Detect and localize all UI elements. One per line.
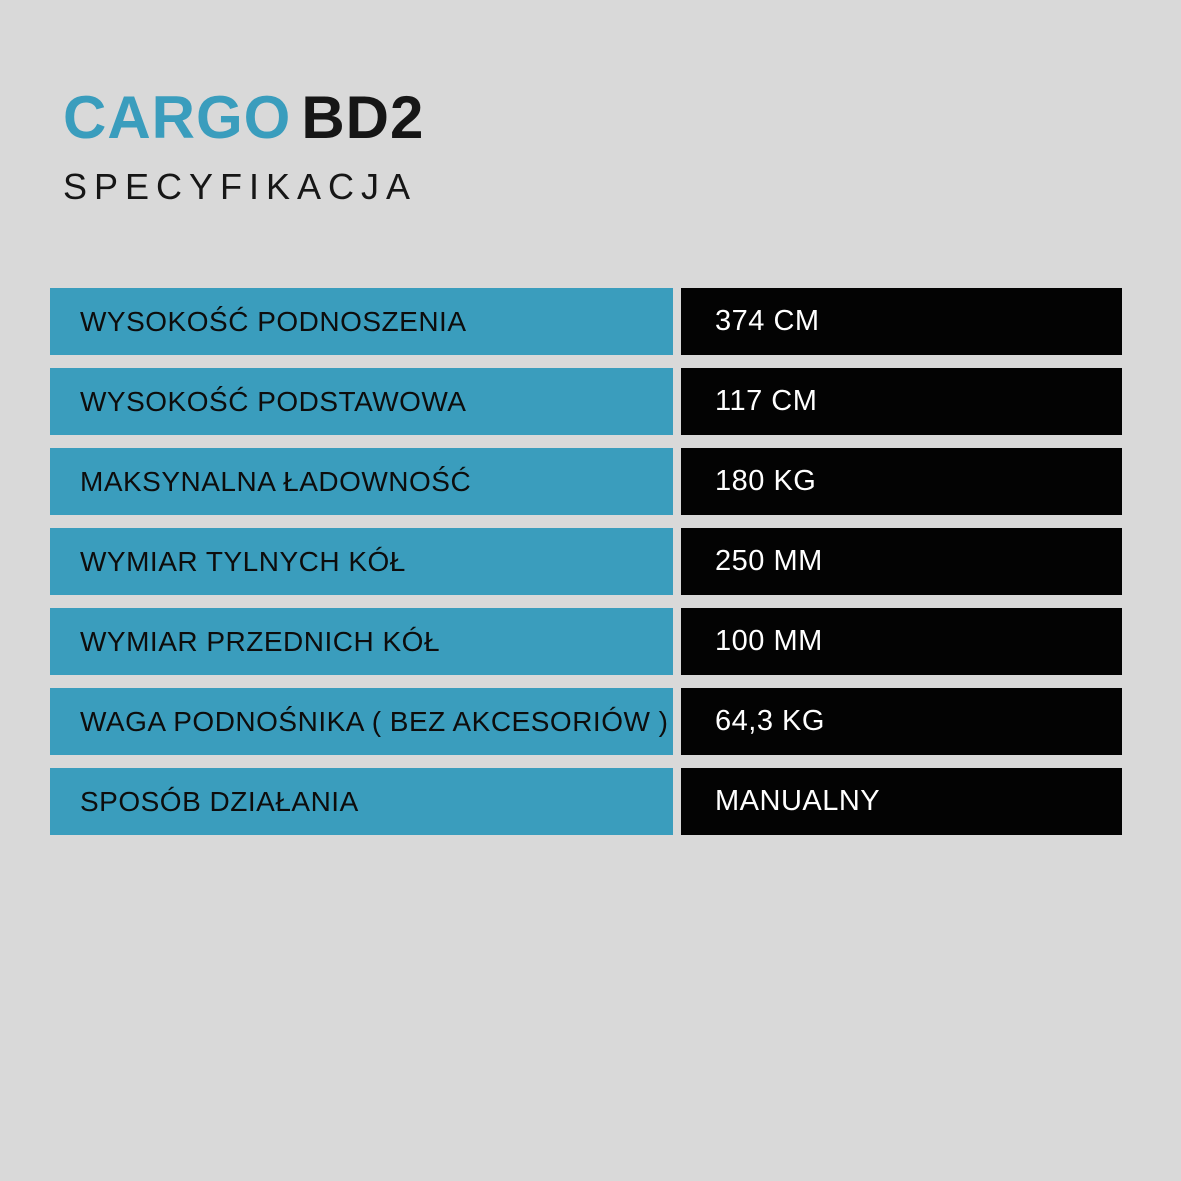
spec-label: WYSOKOŚĆ PODSTAWOWA	[50, 368, 673, 435]
spec-label: WYSOKOŚĆ PODNOSZENIA	[50, 288, 673, 355]
page-subtitle: SPECYFIKACJA	[63, 166, 418, 207]
spec-row: MAKSYNALNA ŁADOWNOŚĆ 180 KG	[50, 448, 1122, 515]
spec-value: 374 CM	[681, 288, 1122, 355]
spec-value: 117 CM	[681, 368, 1122, 435]
spec-label: WYMIAR TYLNYCH KÓŁ	[50, 528, 673, 595]
spec-label: WYMIAR PRZEDNICH KÓŁ	[50, 608, 673, 675]
spec-value: 250 MM	[681, 528, 1122, 595]
page-title: CARGO BD2	[63, 88, 424, 148]
spec-row: WYMIAR TYLNYCH KÓŁ 250 MM	[50, 528, 1122, 595]
spec-label: MAKSYNALNA ŁADOWNOŚĆ	[50, 448, 673, 515]
spec-row: SPOSÓB DZIAŁANIA MANUALNY	[50, 768, 1122, 835]
header: CARGO BD2 SPECYFIKACJA	[63, 88, 424, 208]
spec-table: WYSOKOŚĆ PODNOSZENIA 374 CM WYSOKOŚĆ POD…	[50, 288, 1122, 835]
spec-value: 100 MM	[681, 608, 1122, 675]
spec-label: WAGA PODNOŚNIKA ( BEZ AKCESORIÓW )	[50, 688, 673, 755]
spec-row: WYSOKOŚĆ PODNOSZENIA 374 CM	[50, 288, 1122, 355]
spec-row: WYMIAR PRZEDNICH KÓŁ 100 MM	[50, 608, 1122, 675]
spec-row: WYSOKOŚĆ PODSTAWOWA 117 CM	[50, 368, 1122, 435]
spec-value: MANUALNY	[681, 768, 1122, 835]
title-model-name: CARGO	[63, 84, 292, 151]
spec-value: 180 KG	[681, 448, 1122, 515]
title-model-code: BD2	[301, 84, 425, 151]
spec-row: WAGA PODNOŚNIKA ( BEZ AKCESORIÓW ) 64,3 …	[50, 688, 1122, 755]
spec-value: 64,3 KG	[681, 688, 1122, 755]
spec-label: SPOSÓB DZIAŁANIA	[50, 768, 673, 835]
